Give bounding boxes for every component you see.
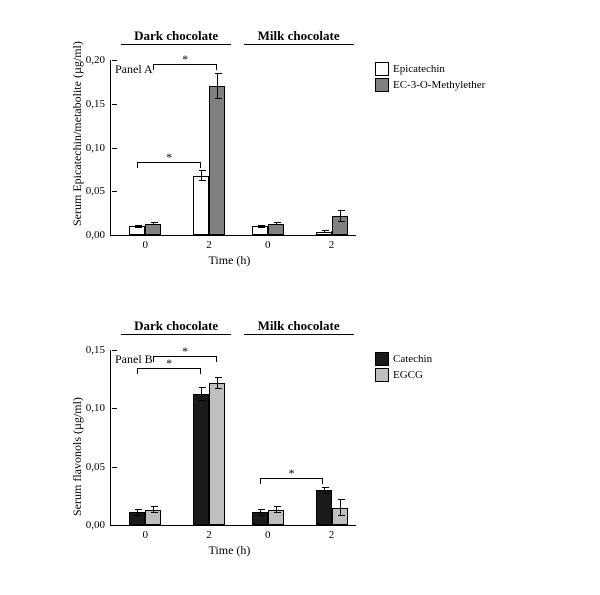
- legend-label: EGCG: [393, 369, 423, 381]
- panelB-ylabel: Serum flavonols (µg/ml): [70, 397, 85, 516]
- panelB-plot: Panel B0,000,050,100,150202***: [110, 350, 356, 526]
- significance-star: *: [182, 52, 188, 67]
- xtick: 2: [206, 235, 212, 251]
- bar: [193, 394, 209, 525]
- bar: [209, 86, 225, 235]
- error-bar: [324, 230, 325, 234]
- condition-label: Dark chocolate: [121, 28, 231, 44]
- condition-label: Dark chocolate: [121, 318, 231, 334]
- condition-underline: [244, 334, 354, 335]
- error-bar: [260, 225, 261, 229]
- error-bar: [153, 506, 154, 513]
- error-bar: [137, 509, 138, 516]
- xtick: 2: [329, 525, 335, 541]
- legend-swatch: [375, 78, 389, 92]
- panelB-title: Panel B: [115, 352, 153, 367]
- error-bar: [276, 222, 277, 226]
- condition-label: Milk chocolate: [244, 28, 354, 44]
- ytick: 0,20: [86, 54, 111, 66]
- condition-underline: [121, 334, 231, 335]
- significance-star: *: [166, 150, 172, 165]
- ytick: 0,05: [86, 185, 111, 197]
- error-bar: [137, 225, 138, 229]
- bar: [316, 490, 332, 525]
- xtick: 2: [329, 235, 335, 251]
- legend-swatch: [375, 368, 389, 382]
- legend-item: Catechin: [375, 352, 432, 366]
- error-bar: [340, 210, 341, 222]
- error-bar: [201, 387, 202, 401]
- panelA-plot: Panel A0,000,050,100,150,200202**: [110, 60, 356, 236]
- error-bar: [153, 222, 154, 226]
- ytick: 0,15: [86, 98, 111, 110]
- error-bar: [340, 499, 341, 515]
- xtick: 0: [143, 525, 149, 541]
- significance-star: *: [182, 344, 188, 359]
- error-bar: [217, 377, 218, 389]
- ytick: 0,05: [86, 461, 111, 473]
- panelA-ylabel: Serum Epicatechin/metabolite (µg/ml): [70, 41, 85, 226]
- xtick: 0: [143, 235, 149, 251]
- error-bar: [324, 487, 325, 494]
- condition-underline: [244, 44, 354, 45]
- ytick: 0,10: [86, 402, 111, 414]
- error-bar: [217, 73, 218, 99]
- bar: [193, 176, 209, 236]
- ytick: 0,15: [86, 344, 111, 356]
- panelA-legend: Epicatechin EC-3-O-Methylether: [375, 62, 485, 94]
- legend-swatch: [375, 352, 389, 366]
- legend-label: EC-3-O-Methylether: [393, 79, 485, 91]
- condition-underline: [121, 44, 231, 45]
- legend-label: Epicatechin: [393, 63, 445, 75]
- error-bar: [276, 506, 277, 513]
- legend-item: EC-3-O-Methylether: [375, 78, 485, 92]
- ytick: 0,00: [86, 519, 111, 531]
- xtick: 0: [265, 525, 271, 541]
- xtick: 0: [265, 235, 271, 251]
- ytick: 0,10: [86, 142, 111, 154]
- panelA-xlabel: Time (h): [209, 253, 251, 268]
- xtick: 2: [206, 525, 212, 541]
- legend-item: EGCG: [375, 368, 432, 382]
- legend-label: Catechin: [393, 353, 432, 365]
- significance-star: *: [166, 356, 172, 371]
- ytick: 0,00: [86, 229, 111, 241]
- panelA-title: Panel A: [115, 62, 153, 77]
- panelB-xlabel: Time (h): [209, 543, 251, 558]
- bar: [209, 383, 225, 525]
- legend-swatch: [375, 62, 389, 76]
- error-bar: [201, 170, 202, 181]
- error-bar: [260, 509, 261, 516]
- legend-item: Epicatechin: [375, 62, 485, 76]
- panelB-legend: Catechin EGCG: [375, 352, 432, 384]
- significance-star: *: [289, 466, 295, 481]
- condition-label: Milk chocolate: [244, 318, 354, 334]
